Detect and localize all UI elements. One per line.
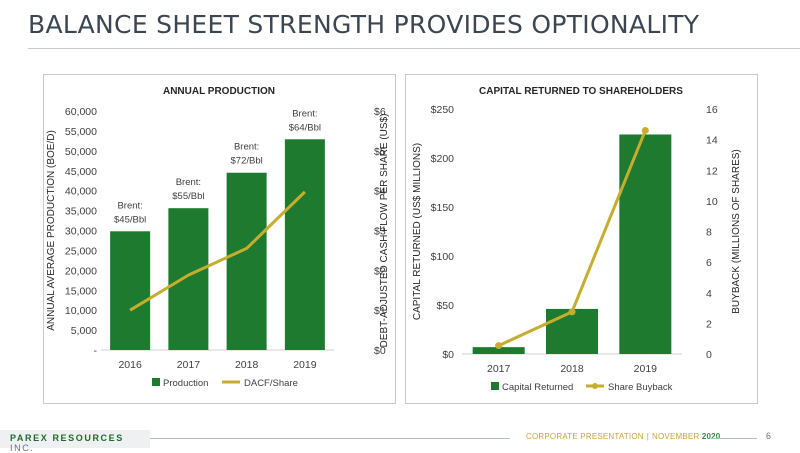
- y-tick-label: $250: [431, 104, 455, 116]
- y2-tick-label: 14: [706, 135, 718, 147]
- y-tick-label: 60,000: [65, 106, 97, 118]
- y-tick-label: 55,000: [65, 126, 97, 138]
- slide-title: BALANCE SHEET STRENGTH PROVIDES OPTIONAL…: [28, 10, 700, 39]
- legend-label: Production: [163, 378, 208, 389]
- annotation-line2: $45/Bbl: [114, 214, 146, 225]
- series-point: [568, 308, 576, 316]
- y2-tick-label: 0: [706, 349, 712, 361]
- y-tick-label: $0: [442, 349, 454, 361]
- y-tick-label: 25,000: [65, 245, 97, 257]
- y2-tick-label: $1: [374, 305, 386, 317]
- y-tick-label: -: [94, 345, 98, 357]
- y2-tick-label: 8: [706, 227, 712, 239]
- legend-swatch-bar: [491, 382, 499, 390]
- footer-divider-right: [712, 438, 757, 439]
- footer-presentation-label: CORPORATE PRESENTATION | NOVEMBER 2020: [526, 432, 720, 441]
- annotation-line1: Brent:: [292, 108, 317, 119]
- annotation-line2: $72/Bbl: [231, 156, 263, 167]
- y-tick-label: 35,000: [65, 206, 97, 218]
- production-chart-panel: ANNUAL PRODUCTION - 5,000 10,000 15,000 20,00…: [43, 74, 396, 404]
- y2-tick-label: 12: [706, 165, 718, 177]
- series-point: [641, 126, 649, 134]
- brand-name: PAREX RESOURCES: [10, 433, 124, 443]
- y2-axis-title: DEBT-ADJUSTED CASH FLOW PER SHARE (US$): [379, 114, 390, 348]
- x-tick-label: 2019: [293, 359, 317, 371]
- legend-label: Capital Returned: [502, 382, 573, 393]
- y-tick-label: $150: [431, 202, 455, 214]
- brand-suffix: INC.: [10, 443, 35, 453]
- footer-presentation: CORPORATE PRESENTATION: [526, 432, 644, 441]
- y-tick-label: 20,000: [65, 265, 97, 277]
- series-line: [129, 190, 306, 312]
- y2-tick-label: $6: [374, 106, 386, 118]
- y2-tick-label: $2: [374, 265, 386, 277]
- y-tick-label: 10,000: [65, 305, 97, 317]
- x-tick-label: 2018: [560, 363, 584, 375]
- bar: [110, 231, 151, 350]
- footer-month: NOVEMBER: [652, 432, 700, 441]
- y-tick-label: $100: [431, 251, 455, 263]
- bar: [226, 172, 267, 350]
- y-tick-label: 30,000: [65, 226, 97, 238]
- bar: [546, 308, 598, 354]
- x-tick-label: 2017: [487, 363, 511, 375]
- y2-tick-label: $0: [374, 345, 386, 357]
- x-tick-label: 2016: [118, 359, 142, 371]
- chart-title: CAPITAL RETURNED TO SHAREHOLDERS: [479, 86, 683, 97]
- capital-returned-chart-panel: CAPITAL RETURNED TO SHAREHOLDERS $0 $50 $10…: [405, 74, 758, 404]
- y-tick-label: 15,000: [65, 285, 97, 297]
- y-tick-label: 40,000: [65, 186, 97, 198]
- y2-axis-title: BUYBACK (MILLIONS OF SHARES): [731, 149, 742, 313]
- legend-label: Share Buyback: [608, 382, 673, 393]
- annotation-line1: Brent:: [234, 142, 259, 153]
- legend-swatch-bar: [152, 378, 160, 386]
- footer-divider: [150, 438, 510, 439]
- y2-tick-label: 16: [706, 104, 718, 116]
- y2-tick-label: 4: [706, 288, 712, 300]
- annotation-line2: $64/Bbl: [289, 122, 321, 133]
- y-tick-label: 50,000: [65, 146, 97, 158]
- legend-swatch-point: [592, 383, 598, 389]
- bar: [284, 139, 325, 350]
- y2-tick-label: 2: [706, 318, 712, 330]
- annotation-line1: Brent:: [176, 177, 201, 188]
- footer-year: 2020: [701, 432, 721, 441]
- y2-tick-label: $4: [374, 186, 386, 198]
- y-tick-label: 45,000: [65, 166, 97, 178]
- x-tick-label: 2019: [634, 363, 658, 375]
- bar: [619, 134, 672, 354]
- y2-tick-label: $3: [374, 226, 386, 238]
- x-tick-label: 2018: [235, 359, 259, 371]
- annual-production-chart: ANNUAL PRODUCTION - 5,000 10,000 15,000 20,00…: [46, 86, 390, 389]
- x-tick-label: 2017: [177, 359, 201, 371]
- y-axis-title: ANNUAL AVERAGE PRODUCTION (BOE/D): [46, 130, 57, 331]
- y2-tick-label: 6: [706, 257, 712, 269]
- page-number: 6: [766, 431, 772, 441]
- annotation-line2: $55/Bbl: [172, 191, 204, 202]
- y-tick-label: $50: [436, 300, 454, 312]
- series-point: [495, 342, 503, 350]
- footer-separator: |: [646, 432, 650, 441]
- legend-label: DACF/Share: [244, 378, 298, 389]
- chart-title: ANNUAL PRODUCTION: [163, 86, 275, 97]
- y-axis-title: CAPITAL RETURNED (US$ MILLIONS): [412, 143, 423, 320]
- y2-tick-label: $5: [374, 146, 386, 158]
- company-logo: PAREX RESOURCES INC.: [0, 430, 150, 453]
- y-tick-label: $200: [431, 153, 455, 165]
- y2-tick-label: 10: [706, 196, 718, 208]
- annotation-line1: Brent:: [117, 200, 142, 211]
- bar: [168, 208, 209, 350]
- y-tick-label: 5,000: [71, 325, 97, 337]
- bar: [472, 347, 525, 354]
- capital-returned-chart: CAPITAL RETURNED TO SHAREHOLDERS $0 $50 $10…: [412, 86, 742, 393]
- title-divider: [28, 48, 800, 49]
